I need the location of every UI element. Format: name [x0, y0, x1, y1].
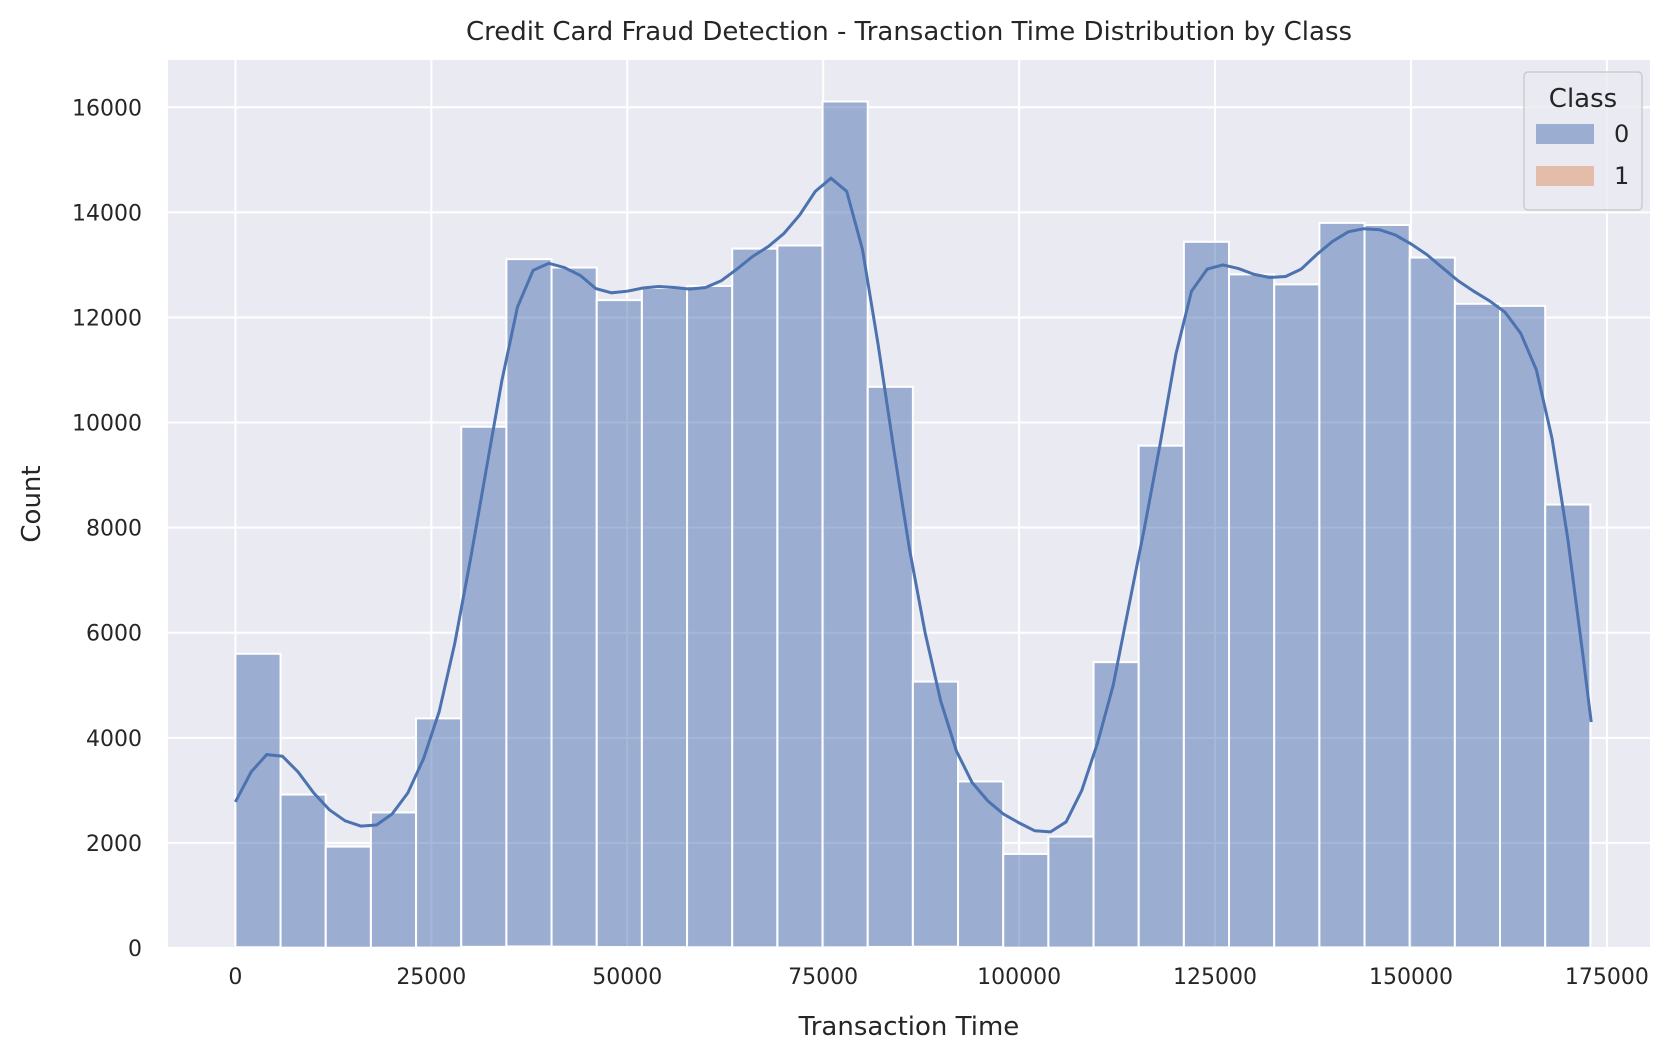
y-tick-label: 16000 — [72, 96, 142, 121]
bar-class-0-bin-3 — [369, 811, 418, 949]
bar-class-0-bin-1 — [279, 793, 327, 950]
bar-class-0-bin-25 — [1363, 223, 1411, 950]
bar-class-0-bin-18 — [1047, 835, 1095, 949]
bar-class-1-bin-22 — [1228, 946, 1276, 949]
x-tick-label: 75000 — [788, 965, 858, 990]
legend: Class 0 1 — [1523, 71, 1643, 211]
bar-class-1-bin-16 — [957, 946, 1005, 950]
x-tick-label: 0 — [228, 965, 242, 990]
bar-class-1-bin-8 — [595, 946, 643, 949]
legend-title: Class — [1549, 84, 1617, 114]
bar-class-0-bin-17 — [1002, 852, 1050, 949]
legend-label-0: 0 — [1614, 120, 1629, 148]
chart-title: Credit Card Fraud Detection - Transactio… — [466, 17, 1352, 47]
bar-class-0-bin-12 — [776, 244, 824, 950]
bar-class-0-bin-7 — [550, 266, 598, 949]
series-1-bars — [234, 945, 1592, 950]
bar-class-1-bin-5 — [460, 945, 508, 949]
bar-class-0-bin-22 — [1228, 273, 1276, 950]
bar-class-0-bin-19 — [1092, 661, 1140, 949]
bar-class-1-bin-20 — [1137, 946, 1185, 950]
bar-class-1-bin-7 — [550, 945, 598, 950]
x-tick-labels: 0 25000 50000 75000 100000 125000 150000 175000 — [228, 965, 1648, 990]
bar-class-1-bin-11 — [731, 946, 779, 949]
y-tick-label: 0 — [128, 937, 142, 962]
series-0-bars — [234, 100, 1592, 950]
y-tick-label: 6000 — [86, 622, 142, 647]
bar-class-1-bin-26 — [1408, 946, 1456, 949]
y-tick-label: 4000 — [86, 727, 142, 752]
bar-class-1-bin-0 — [234, 946, 282, 950]
bar-class-0-bin-23 — [1273, 283, 1321, 949]
legend-label-1: 1 — [1614, 162, 1629, 190]
bar-class-0-bin-21 — [1182, 240, 1231, 950]
bar-class-1-bin-19 — [1092, 946, 1140, 949]
bar-class-0-bin-8 — [595, 299, 643, 949]
y-tick-label: 12000 — [72, 306, 142, 331]
bar-class-0-bin-24 — [1318, 221, 1366, 949]
bar-class-1-bin-14 — [866, 945, 914, 949]
y-tick-label: 2000 — [86, 832, 142, 857]
bar-class-1-bin-24 — [1318, 946, 1366, 949]
bar-class-0-bin-27 — [1453, 302, 1502, 949]
bar-class-1-bin-9 — [640, 946, 689, 950]
x-tick-label: 25000 — [396, 965, 466, 990]
y-tick-label: 10000 — [72, 412, 142, 437]
bar-class-0-bin-26 — [1408, 256, 1456, 950]
bar-class-1-bin-13 — [821, 946, 869, 949]
bar-class-0-bin-5 — [460, 425, 508, 949]
x-tick-label: 125000 — [1173, 965, 1257, 990]
kde-line-class-0 — [234, 176, 1593, 834]
bar-class-0-bin-13 — [821, 100, 869, 949]
bar-class-0-bin-10 — [686, 284, 734, 949]
x-tick-label: 175000 — [1565, 965, 1649, 990]
bar-class-1-bin-10 — [686, 946, 734, 950]
y-axis-label: Count — [17, 465, 47, 542]
y-tick-label: 8000 — [86, 517, 142, 542]
bar-class-0-bin-0 — [234, 652, 282, 949]
bar-class-0-bin-14 — [866, 385, 914, 949]
bar-class-0-bin-2 — [324, 845, 372, 950]
y-tick-labels: 0 2000 4000 6000 8000 10000 12000 14000 16000 — [72, 96, 142, 962]
bar-class-1-bin-27 — [1453, 946, 1502, 949]
bar-class-0-bin-29 — [1544, 503, 1592, 949]
bar-class-0-bin-28 — [1499, 304, 1547, 949]
bar-class-0-bin-11 — [731, 247, 779, 949]
bar-class-1-bin-6 — [505, 945, 553, 949]
legend-swatch-0 — [1536, 124, 1594, 144]
bar-class-0-bin-4 — [415, 717, 463, 949]
bar-class-0-bin-15 — [911, 680, 960, 949]
bar-class-1-bin-12 — [776, 946, 824, 949]
bar-class-1-bin-21 — [1182, 946, 1231, 949]
y-tick-label: 14000 — [72, 201, 142, 226]
x-tick-label: 150000 — [1369, 965, 1453, 990]
bar-class-0-bin-9 — [640, 287, 689, 949]
x-tick-label: 100000 — [977, 965, 1061, 990]
bar-class-1-bin-23 — [1273, 946, 1321, 949]
bar-class-1-bin-15 — [911, 945, 960, 950]
x-axis-label: Transaction Time — [798, 1012, 1020, 1042]
legend-swatch-1 — [1536, 166, 1594, 186]
bar-class-1-bin-25 — [1363, 946, 1411, 949]
x-tick-label: 50000 — [592, 965, 662, 990]
bar-class-0-bin-6 — [505, 258, 553, 949]
